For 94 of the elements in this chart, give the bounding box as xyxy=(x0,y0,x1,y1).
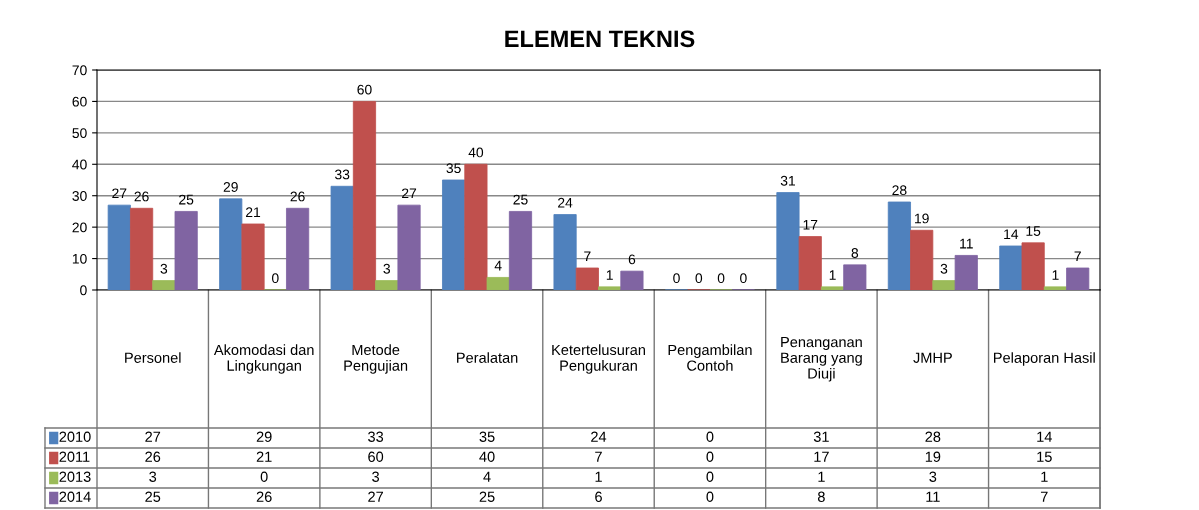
data-label: 19 xyxy=(915,213,929,224)
y-tick-label: 50 xyxy=(72,128,87,139)
data-label: 25 xyxy=(179,194,194,205)
data-label: 27 xyxy=(402,188,417,199)
text: 24 xyxy=(591,431,607,442)
legend-label: 2011 xyxy=(59,451,90,462)
text: 7 xyxy=(1040,491,1048,502)
x-tick-label: Akomodasi dan Lingkungan xyxy=(213,344,314,374)
data-label: 0 xyxy=(740,273,747,284)
y-tick-label: 10 xyxy=(72,253,87,264)
text: 4 xyxy=(483,471,491,482)
x-tick-label: Peralatan xyxy=(457,352,518,363)
y-tick-label: 20 xyxy=(72,222,87,233)
text: 60 xyxy=(368,451,384,462)
data-label: 17 xyxy=(803,219,818,230)
data-label: 15 xyxy=(1026,226,1041,236)
text: 3 xyxy=(149,471,157,482)
text: 28 xyxy=(925,431,941,442)
data-label: 3 xyxy=(940,263,948,274)
data-label: 31 xyxy=(780,175,795,186)
data-label: 26 xyxy=(134,191,149,202)
text: 33 xyxy=(368,431,384,442)
data-label: 27 xyxy=(112,188,127,199)
x-tick-label: Personel xyxy=(125,352,181,363)
text: 29 xyxy=(256,431,272,442)
text: 19 xyxy=(925,451,941,462)
text: 27 xyxy=(145,431,161,442)
data-label: 8 xyxy=(851,248,859,258)
x-tick-label: Metode Pengujian xyxy=(344,344,408,374)
data-label: 7 xyxy=(584,251,591,261)
data-label: 0 xyxy=(673,273,680,284)
text: 1 xyxy=(818,471,825,482)
data-label: 11 xyxy=(960,238,973,249)
data-label: 1 xyxy=(606,270,613,280)
text: 17 xyxy=(814,451,829,462)
data-label: 1 xyxy=(1052,270,1059,280)
text: 40 xyxy=(479,451,495,462)
text: 11 xyxy=(926,491,940,502)
data-label: 28 xyxy=(892,185,907,196)
data-label: 33 xyxy=(334,169,350,180)
text: 0 xyxy=(260,471,268,482)
x-tick-label: Penanganan Barang yang Diuji xyxy=(781,337,862,382)
y-tick-label: 70 xyxy=(72,65,87,76)
text: 6 xyxy=(595,491,602,502)
data-label: 35 xyxy=(446,163,461,174)
data-label: 14 xyxy=(1004,229,1019,239)
text: 1 xyxy=(1041,471,1048,482)
data-label: 21 xyxy=(246,207,261,217)
y-tick-label: 30 xyxy=(72,191,87,201)
data-label: 4 xyxy=(494,260,502,271)
text: 3 xyxy=(372,471,380,482)
data-label: 0 xyxy=(717,273,725,284)
legend-label: 2014 xyxy=(59,491,91,502)
text: 21 xyxy=(256,451,272,462)
text: 26 xyxy=(145,451,161,462)
data-label: 0 xyxy=(271,273,279,284)
text: 26 xyxy=(256,491,272,502)
text: 0 xyxy=(706,471,714,482)
y-tick-label: 60 xyxy=(72,96,87,107)
x-tick-label: Pengambilan Contoh xyxy=(668,344,752,371)
data-label: 6 xyxy=(628,254,636,265)
data-label: 26 xyxy=(290,191,305,202)
x-tick-label: Pelaporan Hasil xyxy=(994,352,1095,366)
text: 0 xyxy=(706,451,714,462)
text: 25 xyxy=(479,491,495,502)
data-label: 0 xyxy=(695,273,703,284)
data-label: 60 xyxy=(357,84,372,95)
data-label: 3 xyxy=(383,263,391,274)
chart-title: ELEMEN TEKNIS xyxy=(505,30,695,48)
data-label: 25 xyxy=(513,194,528,205)
data-label: 3 xyxy=(160,263,168,274)
x-tick-label: JMHP xyxy=(913,352,952,363)
text: 0 xyxy=(706,431,714,442)
data-label: 7 xyxy=(1074,251,1081,261)
legend-label: 2013 xyxy=(59,471,91,482)
text: 35 xyxy=(479,431,495,442)
text: 25 xyxy=(145,491,161,502)
data-label: 1 xyxy=(829,270,836,280)
text: 31 xyxy=(813,431,829,442)
x-tick-label: Ketertelusuran Pengukuran xyxy=(552,344,645,374)
text: 1 xyxy=(595,471,602,482)
data-label: 24 xyxy=(558,197,573,208)
text: 14 xyxy=(1037,431,1052,442)
text: 8 xyxy=(817,491,825,502)
text: 27 xyxy=(368,491,383,502)
text: 7 xyxy=(595,451,602,462)
y-tick-label: 0 xyxy=(80,285,87,296)
text: 0 xyxy=(706,491,714,502)
data-label: 40 xyxy=(468,147,484,158)
legend-label: 2010 xyxy=(59,431,91,442)
text: 3 xyxy=(929,471,937,482)
y-tick-label: 40 xyxy=(72,159,87,170)
text: 15 xyxy=(1037,451,1052,462)
data-label: 29 xyxy=(223,182,238,192)
